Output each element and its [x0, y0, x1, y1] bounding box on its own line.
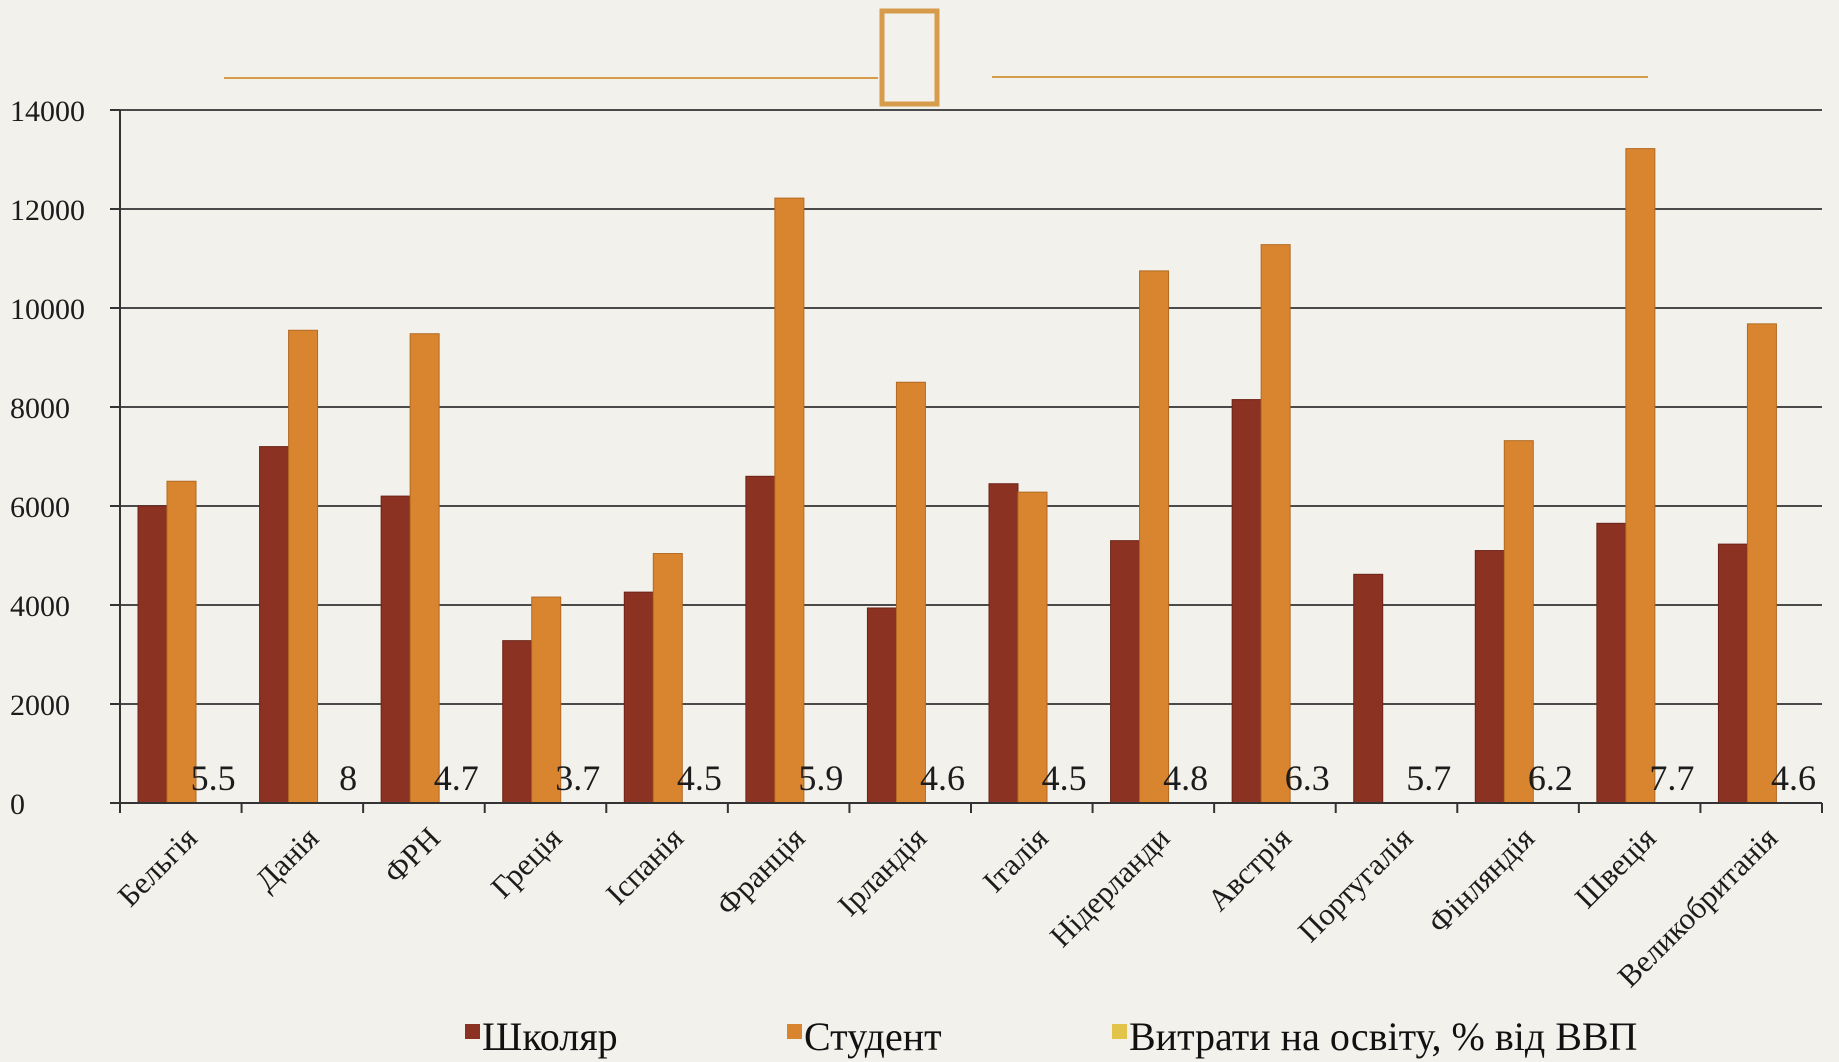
category-label: Нідерланди	[1043, 820, 1177, 954]
y-tick-label: 4000	[10, 590, 70, 623]
bar-shkolyar	[1596, 522, 1627, 804]
bar-shkolyar	[1474, 550, 1505, 804]
category-label: Австрія	[1200, 820, 1298, 918]
category-label: Франція	[709, 820, 811, 922]
data-label: 6.3	[1285, 758, 1330, 798]
bar-shkolyar	[380, 495, 411, 804]
y-tick-label: 0	[10, 788, 25, 821]
legend-swatch	[1112, 1024, 1127, 1039]
data-label: 4.6	[920, 758, 965, 798]
category-label: Ірландія	[831, 820, 933, 922]
bars	[137, 148, 1777, 804]
legend-swatch	[465, 1024, 480, 1039]
bar-shkolyar	[1231, 399, 1262, 804]
bar-student	[895, 381, 926, 804]
bar-shkolyar	[1110, 540, 1141, 804]
bar-shkolyar	[988, 483, 1019, 804]
category-label: Італія	[976, 820, 1055, 899]
data-label: 4.7	[434, 758, 479, 798]
data-label: 4.6	[1771, 758, 1816, 798]
bar-student	[166, 480, 197, 804]
data-label: 4.5	[677, 758, 722, 798]
bar-shkolyar	[259, 446, 290, 804]
data-label: 7.7	[1649, 758, 1694, 798]
category-label: Греція	[484, 820, 569, 905]
legend-swatch	[787, 1024, 802, 1039]
bar-student	[288, 329, 319, 804]
legend-label: Витрати на освіту, % від ВВП	[1129, 1014, 1637, 1059]
y-tick-label: 14000	[10, 95, 85, 128]
bar-student	[1260, 244, 1291, 804]
data-label: 3.7	[555, 758, 600, 798]
bar-student	[1746, 323, 1777, 804]
bar-shkolyar	[866, 607, 897, 804]
data-labels: 5.5 8 4.7 3.7 4.5 5.9 4.6 4.5 4.8 6.3 5.7 6.2 7.7 4.6	[191, 758, 1816, 798]
data-label: 5.9	[798, 758, 843, 798]
bar-shkolyar	[1717, 543, 1748, 804]
category-label: Данія	[248, 820, 325, 897]
bar-shkolyar	[1353, 573, 1384, 804]
bar-student	[774, 197, 805, 804]
y-tick-label: 6000	[10, 491, 70, 524]
data-label: 4.5	[1042, 758, 1087, 798]
category-label: Португалія	[1291, 820, 1419, 948]
axes	[119, 110, 1823, 813]
bar-student	[1625, 148, 1656, 804]
bar-student	[531, 596, 562, 804]
header-decoration	[224, 8, 1648, 107]
bar-student	[1503, 440, 1534, 804]
bar-shkolyar	[745, 475, 776, 804]
category-label: Фінляндія	[1421, 820, 1541, 940]
y-tick-label: 8000	[10, 392, 70, 425]
bar-student	[409, 333, 440, 804]
bar-student	[1017, 491, 1048, 804]
data-label: 8	[339, 758, 357, 798]
data-label: 5.5	[191, 758, 236, 798]
legend-label: Студент	[804, 1014, 942, 1059]
data-label: 6.2	[1528, 758, 1573, 798]
category-label: Швеція	[1568, 820, 1663, 915]
gridlines	[120, 109, 1822, 705]
legend: Школяр Студент Витрати на освіту, % від ВВ…	[465, 1014, 1637, 1059]
bar-shkolyar	[137, 505, 168, 804]
y-tick-label: 10000	[10, 293, 85, 326]
legend-label: Школяр	[482, 1014, 618, 1059]
y-tick-label: 2000	[10, 689, 70, 722]
data-label: 4.8	[1163, 758, 1208, 798]
bar-shkolyar	[502, 640, 533, 804]
data-label: 5.7	[1406, 758, 1451, 798]
bar-student	[1139, 270, 1170, 804]
bar-shkolyar	[623, 591, 654, 804]
y-axis-ticks: 0 2000 4000 6000 8000 10000 12000 14000	[10, 95, 120, 821]
missing-glyph-icon	[879, 8, 940, 107]
category-label: Іспанія	[599, 820, 690, 911]
category-label: ФРН	[377, 820, 447, 890]
category-label: Бельгія	[111, 820, 204, 913]
y-tick-label: 12000	[10, 194, 85, 227]
category-labels: Бельгія Данія ФРН Греція Іспанія Франція Ірлан…	[111, 820, 1785, 994]
